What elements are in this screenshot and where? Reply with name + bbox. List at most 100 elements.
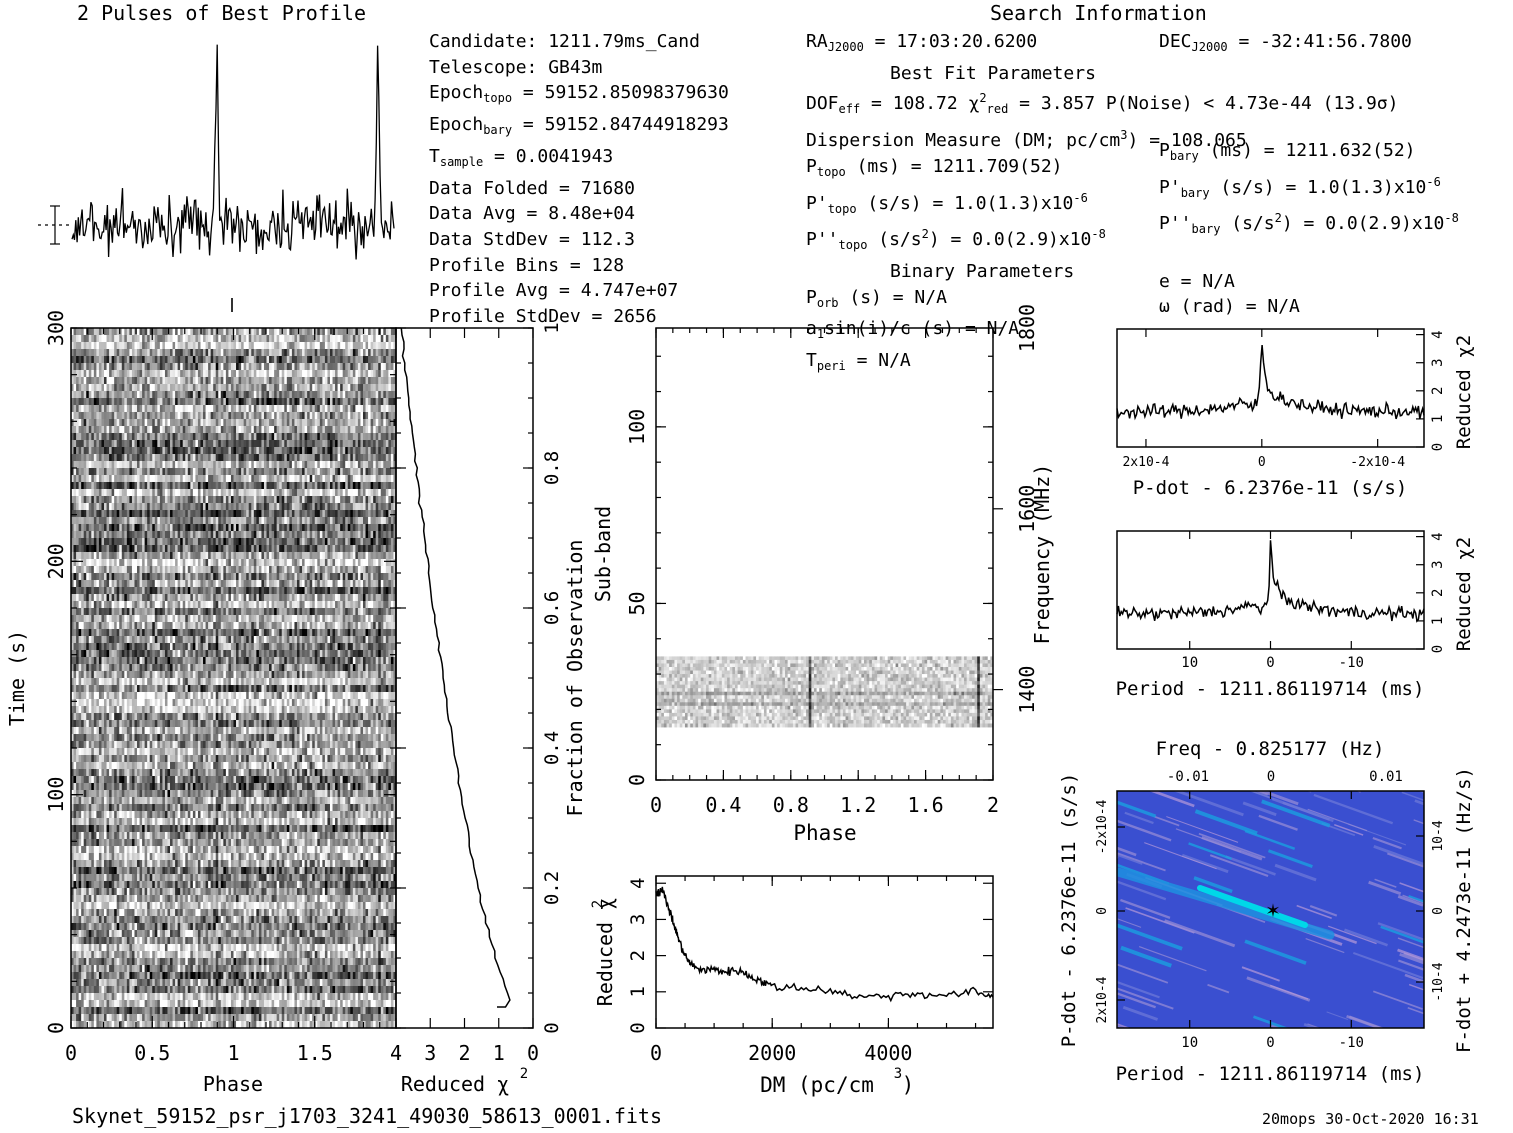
pixel xyxy=(385,524,389,532)
pixel xyxy=(324,391,328,399)
pixel xyxy=(370,398,374,406)
pixel xyxy=(230,391,234,399)
pixel xyxy=(162,475,166,483)
pixel xyxy=(309,398,313,406)
pixel xyxy=(279,398,283,406)
pixel xyxy=(203,328,206,336)
pixel xyxy=(129,510,133,518)
pixel xyxy=(258,531,262,539)
pixel xyxy=(248,580,252,588)
pixel xyxy=(149,517,153,525)
pixel xyxy=(134,538,138,546)
pixel xyxy=(276,426,280,434)
pixel xyxy=(340,482,344,490)
pixel xyxy=(241,531,245,539)
pixel xyxy=(332,433,336,441)
pixel xyxy=(139,552,143,560)
pixel xyxy=(322,454,326,462)
pixel xyxy=(149,594,153,602)
pixel xyxy=(362,405,366,413)
pixel xyxy=(327,419,331,427)
pixel xyxy=(289,510,293,518)
pddbary-label: P'' xyxy=(1159,213,1192,235)
pixel xyxy=(195,412,199,420)
pixel xyxy=(368,384,372,392)
pixel xyxy=(124,573,128,581)
pixel xyxy=(284,391,288,399)
pixel xyxy=(284,433,288,441)
pixel xyxy=(170,580,173,588)
pixel xyxy=(88,328,92,336)
pixel xyxy=(205,510,209,518)
pixel xyxy=(279,461,283,469)
pixel xyxy=(340,349,344,357)
pixel xyxy=(238,510,242,518)
pixel xyxy=(357,559,361,567)
pixel xyxy=(215,545,219,553)
pixel xyxy=(78,440,82,448)
pixel xyxy=(324,454,328,462)
pixel xyxy=(154,482,158,490)
pixel xyxy=(332,573,336,581)
pixel xyxy=(192,433,196,441)
pixel xyxy=(154,433,158,441)
pixel xyxy=(281,384,285,392)
pixel xyxy=(284,398,288,406)
pixel xyxy=(365,377,369,385)
pixel xyxy=(106,440,110,448)
pixel xyxy=(258,349,262,357)
pixel xyxy=(182,461,186,469)
pixel xyxy=(319,545,323,553)
pixel xyxy=(307,384,311,392)
pixel xyxy=(88,524,92,532)
pixel xyxy=(286,349,290,357)
pixel xyxy=(124,566,128,574)
epoch-topo-value: = 59152.85098379630 xyxy=(512,82,729,104)
pixel xyxy=(322,524,326,532)
pixel xyxy=(256,363,260,371)
pixel xyxy=(368,328,372,336)
pixel xyxy=(274,510,278,518)
pixel xyxy=(332,461,336,469)
pixel xyxy=(170,342,173,350)
pixel xyxy=(159,370,163,378)
pixel xyxy=(385,398,389,406)
pixel xyxy=(131,454,135,462)
pixel xyxy=(144,524,148,532)
pixel xyxy=(246,573,250,581)
pixel xyxy=(307,440,311,448)
pixel xyxy=(355,349,359,357)
pixel xyxy=(88,517,92,525)
pixel xyxy=(324,419,328,427)
pixel xyxy=(324,580,328,588)
pixel xyxy=(319,433,323,441)
pixel xyxy=(312,517,316,525)
pixel xyxy=(76,384,80,392)
pixel xyxy=(106,503,110,511)
pixel xyxy=(142,461,146,469)
pixel xyxy=(380,552,384,560)
pixel xyxy=(385,587,389,595)
pixel xyxy=(96,517,100,525)
pixel xyxy=(324,426,328,434)
pixel xyxy=(378,377,382,385)
pixel xyxy=(210,342,214,350)
pixel xyxy=(76,363,80,371)
pixel xyxy=(350,433,354,441)
pixel xyxy=(312,447,316,455)
pixel xyxy=(324,384,328,392)
pixel xyxy=(388,447,392,455)
pixel xyxy=(114,552,118,560)
pixel xyxy=(126,468,130,476)
pixel xyxy=(73,482,77,490)
pixel xyxy=(385,426,389,434)
pixel xyxy=(375,559,379,567)
pixel xyxy=(337,363,341,371)
pixel xyxy=(200,342,204,350)
pixel xyxy=(96,503,100,511)
pixel xyxy=(281,370,285,378)
pixel xyxy=(121,580,125,588)
pixel xyxy=(271,552,275,560)
pixel xyxy=(373,475,377,483)
pixel xyxy=(383,531,387,539)
